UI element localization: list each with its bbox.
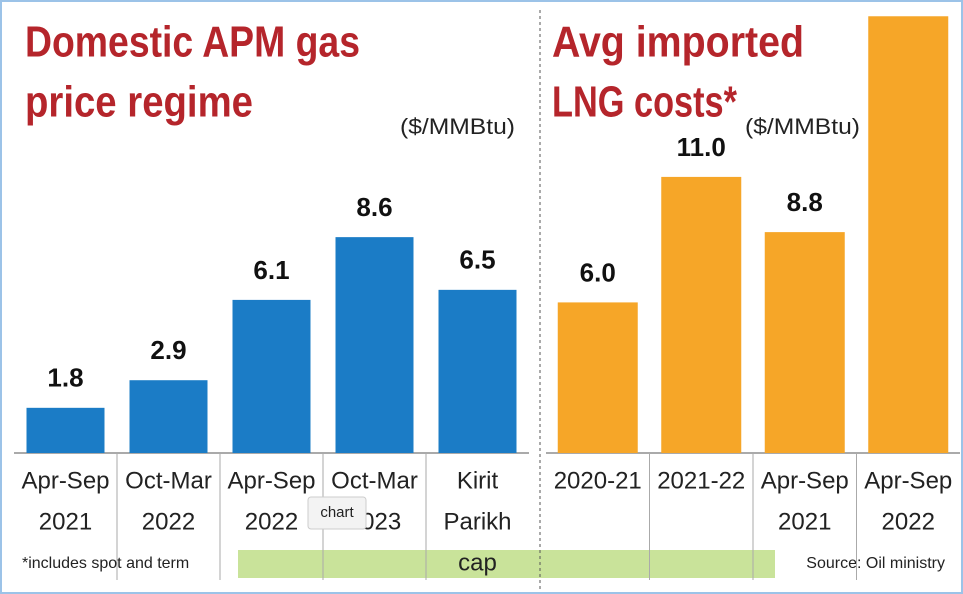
category-label: Apr-Sep (864, 467, 952, 494)
category-label: Apr-Sep (21, 467, 109, 494)
category-label: 2022 (142, 508, 195, 535)
category-label: 2020-21 (554, 467, 642, 494)
title-left: Domestic APM gas (25, 18, 360, 67)
bars: 1.8 Apr-Sep 2021 2.9 Oct-Mar 2022 6.1 Apr-Sep 20… (14, 0, 960, 580)
title-right: Avg imported (552, 18, 804, 67)
category-label: cap (458, 549, 497, 576)
category-label: Parikh (443, 508, 511, 535)
bar (557, 302, 638, 453)
highlight-band (238, 550, 775, 578)
category-label: Oct-Mar (125, 467, 212, 494)
category-label: Oct-Mar (331, 467, 418, 494)
bar (26, 407, 105, 453)
source: Source: Oil ministry (806, 555, 945, 572)
category-label: 2022 (882, 508, 935, 535)
value-label: 6.5 (459, 245, 495, 275)
unit-left: ($/MMBtu) (400, 114, 515, 139)
category-label: 2022 (245, 508, 298, 535)
value-label: 6.1 (253, 255, 289, 285)
value-label: 8.8 (787, 187, 823, 217)
bar (438, 289, 517, 453)
value-label: 11.0 (677, 132, 726, 162)
tooltip-text: chart (320, 504, 354, 521)
title-left: price regime (25, 78, 253, 127)
bar (868, 16, 949, 453)
tooltip (307, 496, 367, 530)
unit-right: ($/MMBtu) (745, 114, 860, 139)
bar (232, 299, 311, 453)
footnote: *includes spot and term (22, 555, 189, 572)
bar (661, 176, 742, 453)
bar (129, 380, 208, 453)
value-label: 8.6 (356, 192, 392, 222)
category-label: 2021-22 (657, 467, 745, 494)
category-label: Apr-Sep (761, 467, 849, 494)
category-label: 2021 (39, 508, 92, 535)
category-label: Apr-Sep (227, 467, 315, 494)
category-label: Kirit (457, 467, 499, 494)
value-label: 1.8 (47, 363, 83, 393)
category-label: 2021 (778, 508, 831, 535)
title-right: LNG costs* (552, 78, 738, 127)
bar (764, 232, 845, 453)
value-label: 2.9 (150, 335, 186, 365)
value-label: 17.4 (883, 0, 934, 1)
bar (335, 237, 414, 453)
value-label: 6.0 (580, 257, 616, 287)
